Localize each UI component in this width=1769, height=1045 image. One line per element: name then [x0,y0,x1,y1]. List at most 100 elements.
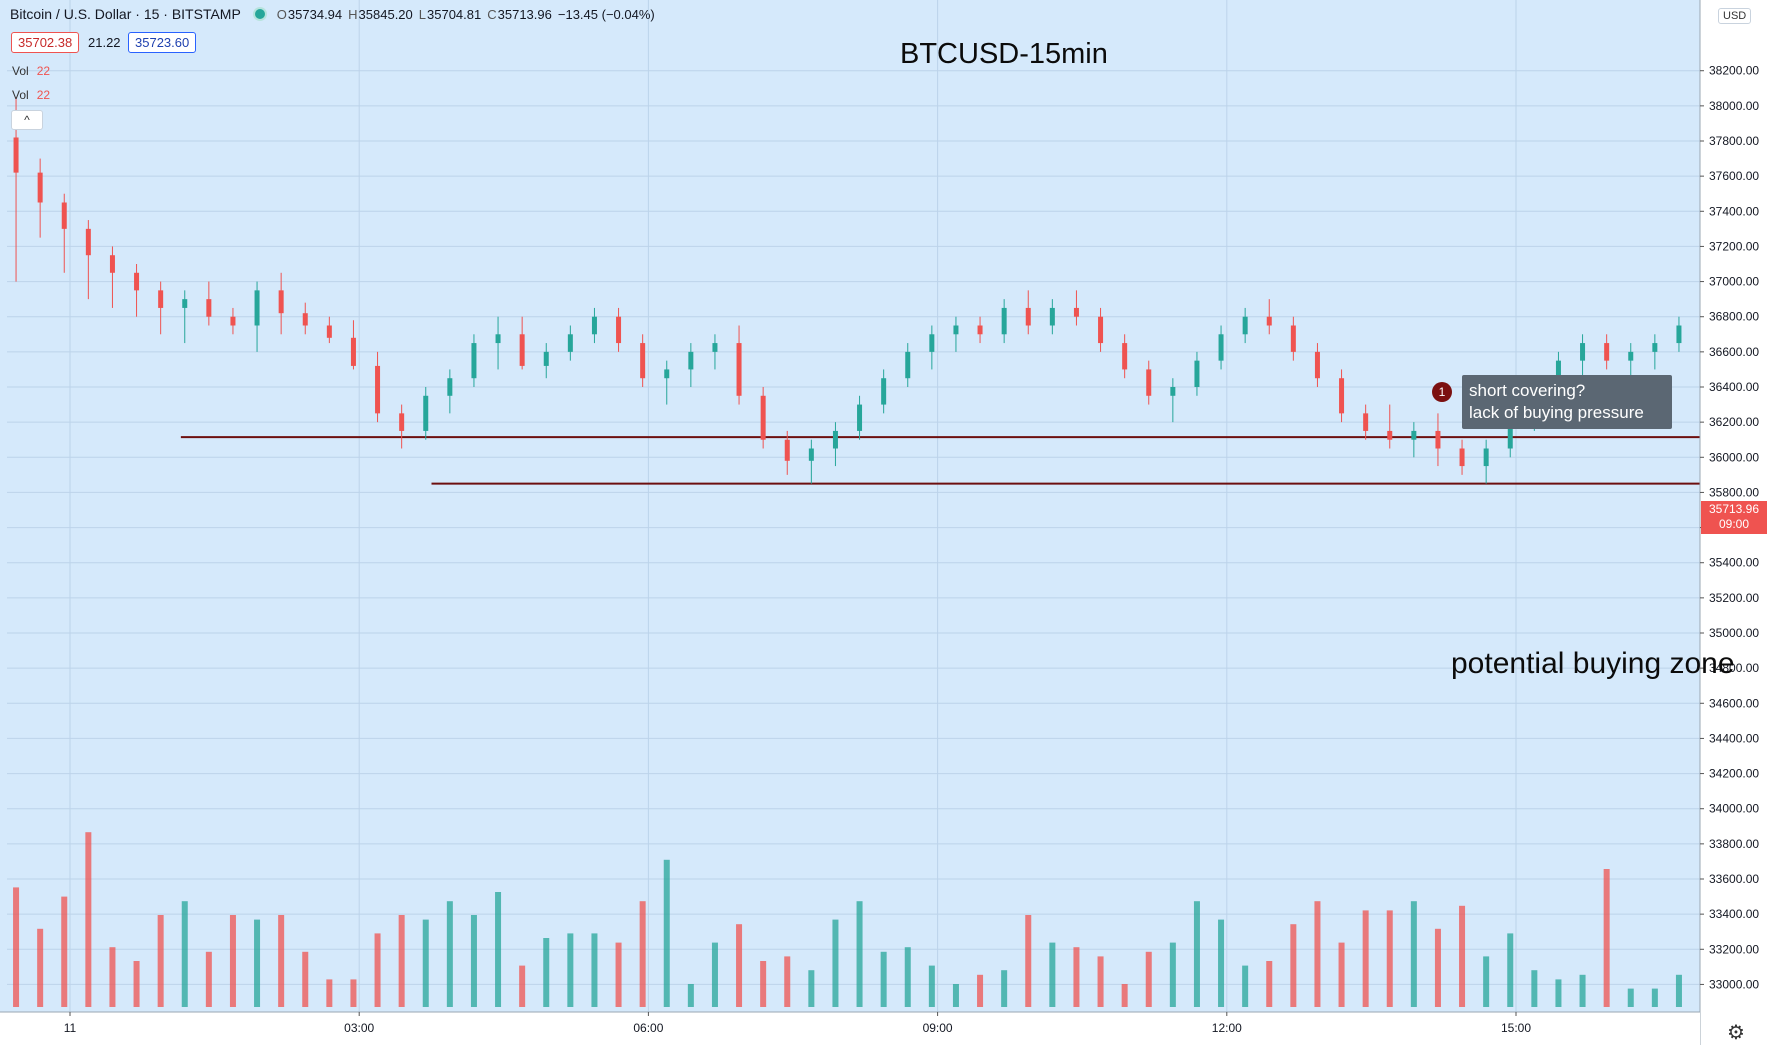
time-tick-label: 06:00 [633,1021,663,1035]
candle-body [953,325,959,335]
price-tick-label: 37400.00 [1709,204,1759,218]
candle-body [808,448,814,461]
candle-body [1604,343,1610,361]
volume-bar [856,901,863,1007]
volume-label: Vol [12,88,29,102]
volume-bar [1483,956,1490,1007]
candle-body [326,325,332,338]
volume-bar [977,974,984,1007]
note-callout[interactable]: short covering? lack of buying pressure [1462,375,1672,429]
ask-price-button[interactable]: 35723.60 [128,32,197,53]
currency-label[interactable]: USD [1718,8,1752,24]
candle-body [85,228,91,256]
chart-title-annotation[interactable]: BTCUSD-15min [900,38,1108,70]
volume-bar [760,961,767,1007]
candle-body [447,378,453,396]
candle-body [977,325,983,335]
volume-bar [1362,910,1369,1007]
volume-bar [398,915,405,1007]
volume-bar [832,919,839,1007]
price-tick-label: 34800.00 [1709,661,1759,675]
buying-zone-annotation[interactable]: potential buying zone [1451,647,1735,680]
price-tick-label: 35800.00 [1709,485,1759,499]
ohlc-open: O35734.94 [276,6,343,22]
volume-bar [1001,970,1008,1007]
candle-body [712,343,718,352]
ohlc-high: H35845.20 [348,6,413,22]
volume-bar [952,984,959,1007]
volume-legend-row[interactable]: Vol 22 [12,88,50,102]
volume-bar [808,970,815,1007]
note-marker-icon[interactable]: 1 [1432,382,1452,402]
spread-value: 21.22 [88,35,121,50]
volume-bar [904,947,911,1007]
collapse-legend-button[interactable]: ^ [11,110,43,130]
candle-body [543,351,549,366]
volume-bar [928,965,935,1007]
candle-body [760,395,766,440]
volume-bar [302,951,309,1007]
volume-value: 22 [36,64,51,78]
bid-price-button[interactable]: 35702.38 [11,32,80,53]
volume-bar [1555,979,1562,1007]
candle-body [664,369,670,379]
ohlc-low: L35704.81 [418,6,482,22]
volume-bar [1603,869,1610,1007]
price-tick-label: 36200.00 [1709,415,1759,429]
time-tick-label: 12:00 [1212,1021,1242,1035]
candle-body [1628,351,1634,361]
candle-body [1170,387,1176,396]
volume-bar [374,933,381,1007]
candle-body [1459,448,1465,467]
candle-body [857,404,863,431]
candle-body [736,343,742,396]
volume-bar [519,965,526,1007]
volume-bar [157,915,164,1007]
volume-bar [1049,942,1056,1007]
time-tick-label: 11 [64,1021,77,1035]
volume-bar [350,979,357,1007]
price-tick-label: 33200.00 [1709,942,1759,956]
support-resistance-lines[interactable] [180,436,1769,705]
volume-bar [254,919,261,1007]
volume-bar [1314,901,1321,1007]
ohlc-close: C35713.96 [487,6,552,22]
candle-body [1025,307,1031,326]
volume-bar [1579,974,1586,1007]
candle-body [1194,360,1200,387]
volume-bar [1290,924,1297,1007]
price-tick-label: 38000.00 [1709,99,1759,113]
price-tick-label: 33600.00 [1709,872,1759,886]
candle-body [1073,307,1079,317]
price-tick-label: 37600.00 [1709,169,1759,183]
symbol-title[interactable]: Bitcoin / U.S. Dollar · 15 · BITSTAMP [10,6,241,22]
candle-body [1122,343,1128,370]
candle-body [1387,430,1393,440]
volume-bar [1338,942,1345,1007]
volume-bar [1025,915,1032,1007]
volume-bar [1507,933,1514,1007]
volume-bar [13,887,20,1007]
candle-body [1435,430,1441,449]
candle-body [278,290,284,314]
volume-legend-row[interactable]: Vol 22 [12,64,50,78]
candle-body [688,351,694,370]
note-line: lack of buying pressure [1469,403,1644,422]
candle-body [591,316,597,335]
candle-body [471,343,477,379]
market-status-icon [254,9,265,19]
volume-bar [1169,942,1176,1007]
price-tick-label: 33000.00 [1709,977,1759,991]
candle-body [375,365,381,414]
volume-bar [109,947,116,1007]
volume-bar [1410,901,1417,1007]
ohlc-change: −13.45 (−0.04%) [557,6,655,22]
time-tick-label: 09:00 [923,1021,953,1035]
price-tick-label: 36400.00 [1709,380,1759,394]
gear-icon[interactable]: ⚙ [1727,1022,1745,1044]
candle-body [495,334,501,344]
volume-bar [1097,956,1104,1007]
candle-body [1049,307,1055,326]
